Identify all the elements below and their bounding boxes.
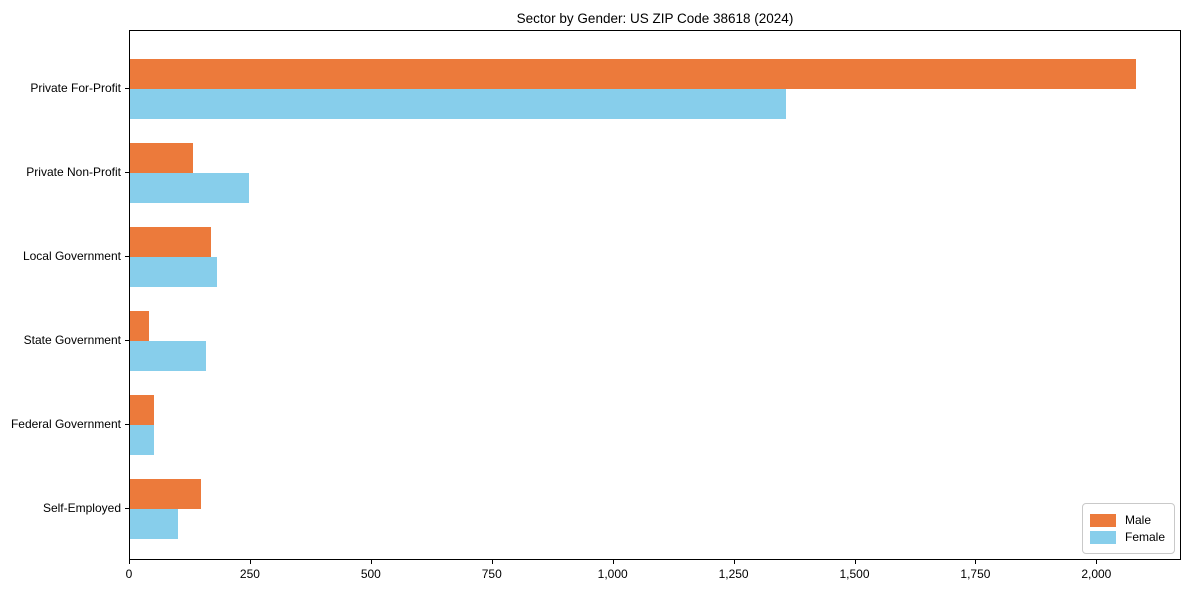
y-axis-label-private-non-profit: Private Non-Profit <box>26 165 121 179</box>
x-axis-tick <box>1096 560 1098 564</box>
female-swatch-icon <box>1089 530 1116 544</box>
bar-male-private-for-profit[interactable] <box>130 59 1136 89</box>
y-axis-label-federal-government: Federal Government <box>10 417 121 431</box>
male-swatch-icon <box>1089 513 1116 527</box>
x-axis-tick <box>975 560 977 564</box>
bar-male-private-non-profit[interactable] <box>130 143 193 173</box>
y-axis-label-self-employed: Self-Employed <box>42 501 121 515</box>
x-axis-tick-label: 500 <box>360 567 381 581</box>
bar-male-local-government[interactable] <box>130 227 211 257</box>
plot-area: Male Female <box>129 30 1181 560</box>
x-axis-tick <box>129 560 130 564</box>
bar-female-self-employed[interactable] <box>130 509 178 539</box>
y-axis-tick <box>125 340 129 341</box>
bar-male-federal-government[interactable] <box>130 395 154 425</box>
y-axis-label-state-government: State Government <box>23 333 121 347</box>
x-axis-tick <box>370 560 372 564</box>
x-axis-tick-label: 1,500 <box>839 567 870 581</box>
x-axis-tick-label: 1,250 <box>718 567 749 581</box>
x-axis-tick-label: 2,000 <box>1081 567 1112 581</box>
y-axis-label-local-government: Local Government <box>22 249 121 263</box>
y-axis-tick <box>125 172 129 173</box>
x-axis-tick-label: 0 <box>125 567 133 581</box>
y-axis-label-private-for-profit: Private For-Profit <box>30 81 121 95</box>
legend-item-male[interactable]: Male <box>1089 513 1165 527</box>
x-axis-tick <box>491 560 493 564</box>
bar-female-state-government[interactable] <box>130 341 206 371</box>
bar-female-private-non-profit[interactable] <box>130 173 249 203</box>
bar-female-local-government[interactable] <box>130 257 217 287</box>
legend-label-female: Female <box>1124 530 1165 544</box>
legend-label-male: Male <box>1124 513 1151 527</box>
x-axis-tick <box>854 560 856 564</box>
bar-female-private-for-profit[interactable] <box>130 89 786 119</box>
y-axis-tick <box>125 88 129 89</box>
x-axis-tick-label: 1,000 <box>597 567 628 581</box>
x-axis-tick-label: 250 <box>239 567 260 581</box>
x-axis-tick <box>612 560 614 564</box>
y-axis-tick <box>125 424 129 425</box>
x-axis-tick <box>733 560 735 564</box>
legend-item-female[interactable]: Female <box>1089 530 1165 544</box>
bar-male-self-employed[interactable] <box>130 479 201 509</box>
chart-title: Sector by Gender: US ZIP Code 38618 (202… <box>516 11 794 26</box>
y-axis-tick <box>125 508 129 509</box>
legend: Male Female <box>1081 503 1175 554</box>
x-axis-tick <box>249 560 251 564</box>
x-axis-tick-label: 750 <box>481 567 502 581</box>
x-axis-tick-label: 1,750 <box>960 567 991 581</box>
bar-male-state-government[interactable] <box>130 311 149 341</box>
y-axis-tick <box>125 256 129 257</box>
bar-female-federal-government[interactable] <box>130 425 154 455</box>
